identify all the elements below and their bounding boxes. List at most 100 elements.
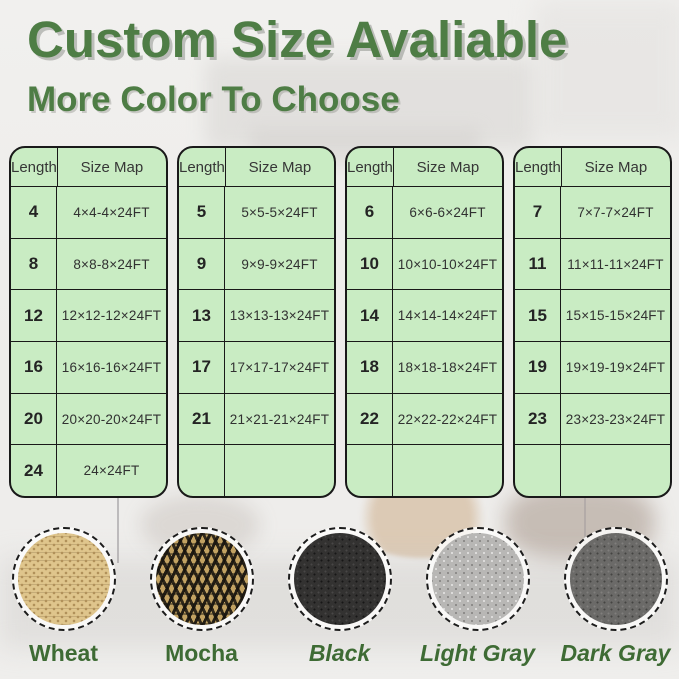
column-header-size-map: Size Map	[584, 158, 648, 176]
size-table: Length Size Map 6 6×6-6×24FT 10 10×10-10×24FT…	[345, 146, 504, 498]
swatch-label: Wheat	[29, 640, 98, 666]
table-row: 15 15×15-15×24FT	[515, 290, 670, 343]
table-row: 23 23×23-23×24FT	[515, 393, 670, 446]
length-cell: 18	[347, 342, 393, 393]
black-fabric-circle	[287, 527, 392, 631]
length-cell: 11	[515, 238, 561, 290]
size-map-cell: 16×16-16×24FT	[61, 359, 162, 375]
size-map-cell: 11×11-11×24FT	[567, 256, 664, 272]
length-cell: 15	[515, 290, 561, 342]
table-row: 14 14×14-14×24FT	[347, 290, 502, 343]
size-map-cell: 8×8-8×24FT	[73, 256, 150, 272]
table-row: 4 4×4-4×24FT	[11, 187, 166, 239]
length-cell: 24	[11, 445, 57, 496]
dark-gray-fabric-circle	[563, 527, 668, 631]
size-map-cell: 7×7-7×24FT	[577, 204, 654, 220]
size-map-cell: 13×13-13×24FT	[229, 308, 330, 324]
column-header-length: Length	[515, 148, 562, 186]
swatch-mocha: Mocha	[149, 527, 254, 667]
table-row	[515, 445, 670, 496]
table-row: 18 18×18-18×24FT	[347, 342, 502, 394]
length-cell	[179, 445, 225, 496]
size-map-cell	[393, 445, 502, 496]
size-map-cell: 23×23-23×24FT	[565, 411, 666, 427]
length-cell: 17	[179, 342, 225, 393]
size-map-cell: 14×14-14×24FT	[397, 308, 498, 324]
column-header-length: Length	[179, 148, 226, 186]
table-row: 16 16×16-16×24FT	[11, 342, 166, 394]
table-row: 17 17×17-17×24FT	[179, 342, 334, 394]
size-map-cell: 12×12-12×24FT	[61, 308, 162, 324]
light-gray-fabric-texture	[431, 533, 524, 625]
swatch-light-gray: Light Gray	[420, 527, 535, 667]
size-map-cell: 17×17-17×24FT	[229, 359, 330, 375]
length-cell: 9	[179, 238, 225, 290]
size-tables: Length Size Map 4 4×4-4×24FT 8 8×8-8×24FT 12 12…	[9, 146, 672, 498]
swatch-label: Black	[308, 640, 371, 666]
swatch-dark-gray: Dark Gray	[560, 527, 671, 667]
length-cell: 20	[11, 393, 57, 445]
swatch-label: Light Gray	[420, 640, 536, 666]
length-cell: 8	[11, 238, 57, 290]
table-row: 20 20×20-20×24FT	[11, 393, 166, 446]
table-row: 9 9×9-9×24FT	[179, 238, 334, 291]
size-map-cell: 18×18-18×24FT	[397, 359, 498, 375]
size-table: Length Size Map 7 7×7-7×24FT 11 11×11-11×24FT…	[513, 146, 672, 498]
mocha-fabric-circle	[149, 527, 254, 631]
column-header-length: Length	[11, 148, 58, 186]
table-row: 11 11×11-11×24FT	[515, 238, 670, 291]
table-header-row: Length Size Map	[515, 148, 670, 187]
table-row: 13 13×13-13×24FT	[179, 290, 334, 343]
dark-gray-fabric-texture	[569, 533, 662, 625]
column-header-size-map: Size Map	[248, 158, 312, 176]
column-header-length: Length	[347, 148, 394, 186]
table-row	[179, 445, 334, 496]
black-fabric-texture	[293, 533, 386, 625]
table-row	[347, 445, 502, 496]
table-row: 24 24×24FT	[11, 445, 166, 496]
size-map-cell: 22×22-22×24FT	[397, 411, 498, 427]
table-row: 10 10×10-10×24FT	[347, 238, 502, 291]
swatch-black: Black	[287, 527, 392, 667]
table-row: 12 12×12-12×24FT	[11, 290, 166, 343]
table-row: 5 5×5-5×24FT	[179, 187, 334, 239]
color-swatches: Wheat Mocha Black Light Gray Dark Gray	[0, 527, 679, 667]
length-cell: 21	[179, 393, 225, 445]
length-cell: 16	[11, 342, 57, 393]
table-row: 21 21×21-21×24FT	[179, 393, 334, 446]
size-map-cell: 15×15-15×24FT	[565, 308, 666, 324]
length-cell: 23	[515, 393, 561, 445]
table-row: 8 8×8-8×24FT	[11, 238, 166, 291]
table-row: 6 6×6-6×24FT	[347, 187, 502, 239]
size-map-cell: 21×21-21×24FT	[229, 411, 330, 427]
wheat-fabric-texture	[17, 533, 110, 625]
swatch-label: Dark Gray	[560, 640, 671, 666]
table-header-row: Length Size Map	[11, 148, 166, 187]
length-cell: 5	[179, 187, 225, 238]
table-row: 19 19×19-19×24FT	[515, 342, 670, 394]
mocha-fabric-texture	[155, 533, 248, 625]
column-header-size-map: Size Map	[80, 158, 144, 176]
size-map-cell	[225, 445, 334, 496]
table-header-row: Length Size Map	[179, 148, 334, 187]
size-map-cell: 19×19-19×24FT	[565, 359, 666, 375]
page-subtitle: More Color To Choose	[27, 80, 400, 119]
length-cell: 19	[515, 342, 561, 393]
size-map-cell: 24×24FT	[83, 463, 140, 479]
swatch-wheat: Wheat	[11, 527, 116, 667]
size-map-cell: 10×10-10×24FT	[397, 256, 498, 272]
size-table: Length Size Map 5 5×5-5×24FT 9 9×9-9×24FT 13 13…	[177, 146, 336, 498]
size-map-cell: 20×20-20×24FT	[61, 411, 162, 427]
table-header-row: Length Size Map	[347, 148, 502, 187]
size-map-cell: 5×5-5×24FT	[241, 204, 318, 220]
length-cell: 14	[347, 290, 393, 342]
length-cell: 13	[179, 290, 225, 342]
length-cell: 12	[11, 290, 57, 342]
size-map-cell: 9×9-9×24FT	[241, 256, 318, 272]
wheat-fabric-circle	[11, 527, 116, 631]
length-cell: 22	[347, 393, 393, 445]
length-cell: 4	[11, 187, 57, 238]
table-row: 7 7×7-7×24FT	[515, 187, 670, 239]
length-cell	[515, 445, 561, 496]
